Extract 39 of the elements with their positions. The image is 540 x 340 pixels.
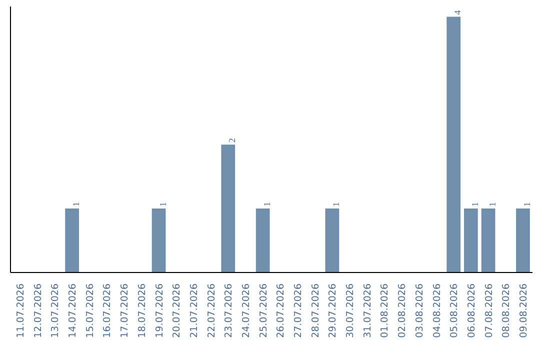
x-tick-label: 12.07.2026 bbox=[32, 283, 44, 338]
x-tick-label: 26.07.2026 bbox=[276, 283, 287, 338]
x-tick-label: 11.07.2026 bbox=[16, 283, 27, 338]
x-tick-label: 03.08.2026 bbox=[414, 283, 426, 338]
x-tick-label: 17.07.2026 bbox=[120, 283, 131, 338]
x-tick-label: 21.07.2026 bbox=[188, 283, 200, 338]
x-tick-label: 05.08.2026 bbox=[449, 283, 460, 338]
data-label: 1 bbox=[262, 202, 272, 207]
x-tick-label: 14.07.2026 bbox=[68, 283, 79, 338]
x-tick-label: 24.07.2026 bbox=[240, 283, 252, 338]
x-tick-label: 18.07.2026 bbox=[136, 283, 148, 338]
x-tick-label: 15.07.2026 bbox=[84, 283, 96, 338]
x-tick-label: 09.08.2026 bbox=[518, 283, 530, 338]
x-tick-label: 28.07.2026 bbox=[310, 283, 322, 338]
x-tick-label: 19.07.2026 bbox=[154, 283, 166, 338]
data-label: 1 bbox=[331, 202, 342, 207]
x-tick-label: 13.07.2026 bbox=[50, 283, 62, 338]
x-tick-label: 20.07.2026 bbox=[172, 283, 183, 338]
x-tick-label: 06.08.2026 bbox=[466, 283, 478, 338]
x-tick-label: 23.07.2026 bbox=[224, 283, 235, 338]
data-label: 1 bbox=[158, 202, 168, 207]
x-tick-label: 25.07.2026 bbox=[258, 283, 270, 338]
data-label: 1 bbox=[522, 202, 532, 207]
data-label: 1 bbox=[71, 202, 82, 207]
x-tick-label: 08.08.2026 bbox=[501, 283, 512, 338]
data-label: 1 bbox=[487, 202, 498, 207]
x-tick-label: 02.08.2026 bbox=[397, 283, 408, 338]
x-tick-label: 04.08.2026 bbox=[432, 283, 443, 338]
data-label: 1 bbox=[470, 202, 480, 207]
x-tick-label: 30.07.2026 bbox=[345, 283, 356, 338]
x-tick-label: 27.07.2026 bbox=[293, 283, 304, 338]
data-label: 2 bbox=[227, 138, 238, 143]
x-tick-label: 07.08.2026 bbox=[484, 283, 495, 338]
x-tick-label: 29.07.2026 bbox=[328, 283, 339, 338]
data-label: 4 bbox=[452, 10, 463, 15]
x-tick-label: 31.07.2026 bbox=[362, 283, 374, 338]
x-tick-label: 01.08.2026 bbox=[380, 283, 391, 338]
x-tick-label: 16.07.2026 bbox=[102, 283, 114, 338]
x-tick-label: 22.07.2026 bbox=[206, 283, 218, 338]
